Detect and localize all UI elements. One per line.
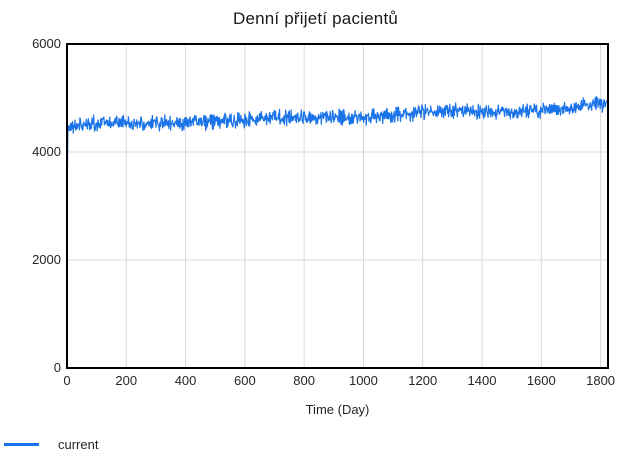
x-tick-label: 1000 (348, 373, 378, 388)
x-tick-label: 1200 (408, 373, 438, 388)
series-line-current (66, 96, 609, 210)
y-tick-label: 0 (53, 360, 61, 375)
x-tick-label: 600 (234, 373, 256, 388)
x-tick-label: 1600 (526, 373, 556, 388)
legend: current (4, 436, 98, 452)
plot-border (66, 43, 609, 369)
x-tick-label: 800 (293, 373, 315, 388)
x-axis-title: Time (Day) (305, 402, 370, 417)
x-tick-label: 1800 (586, 373, 616, 388)
chart-title: Denní přijetí pacientů (232, 9, 399, 28)
x-tick-label: 400 (174, 373, 197, 388)
y-tick-label: 4000 (32, 144, 61, 159)
x-tick-label: 1400 (467, 373, 497, 388)
y-tick-label: 6000 (32, 36, 61, 51)
y-tick-label: 2000 (32, 252, 61, 267)
legend-series-label: current (58, 436, 99, 452)
legend-line-swatch (4, 442, 39, 446)
x-tick-label: 200 (115, 373, 138, 388)
x-tick-label: 0 (63, 373, 71, 388)
